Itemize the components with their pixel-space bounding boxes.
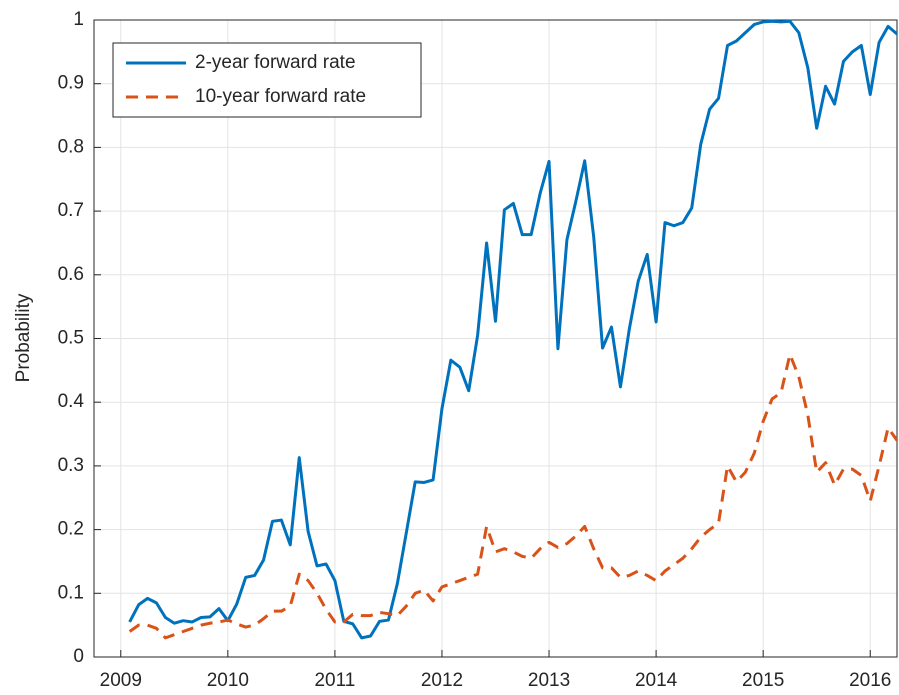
x-tick-label: 2014 [635,670,678,691]
y-tick-label: 0.3 [58,455,84,476]
x-tick-label: 2011 [314,670,355,691]
y-tick-label: 1 [73,9,84,30]
x-tick-label: 2012 [421,670,463,691]
y-tick-label: 0.1 [58,582,84,603]
data-line [128,19,898,640]
y-tick-label: 0.2 [58,519,84,540]
y-tick-label: 0 [73,646,84,667]
y-tick-label: 0.7 [58,200,84,221]
y-tick-label: 0.6 [58,264,84,285]
x-tick-label: 2013 [528,670,570,691]
y-tick-label: 0.4 [58,391,85,412]
y-axis-label: Probability [13,293,34,382]
plot-frame [93,19,898,658]
legend-label: 2-year forward rate [195,52,356,73]
x-tick-label: 2015 [742,670,784,691]
y-tick-label: 0.9 [58,73,84,94]
legend-box [112,42,422,118]
y-tick-label: 0.8 [58,136,84,157]
y-tick-label: 0.5 [58,328,84,349]
x-tick-label: 2010 [207,670,249,691]
x-tick-label: 2016 [849,670,891,691]
legend: 2-year forward rate 10-year forward rate [112,42,422,118]
legend-label: 10-year forward rate [195,86,366,107]
x-tick-label: 2009 [100,670,142,691]
